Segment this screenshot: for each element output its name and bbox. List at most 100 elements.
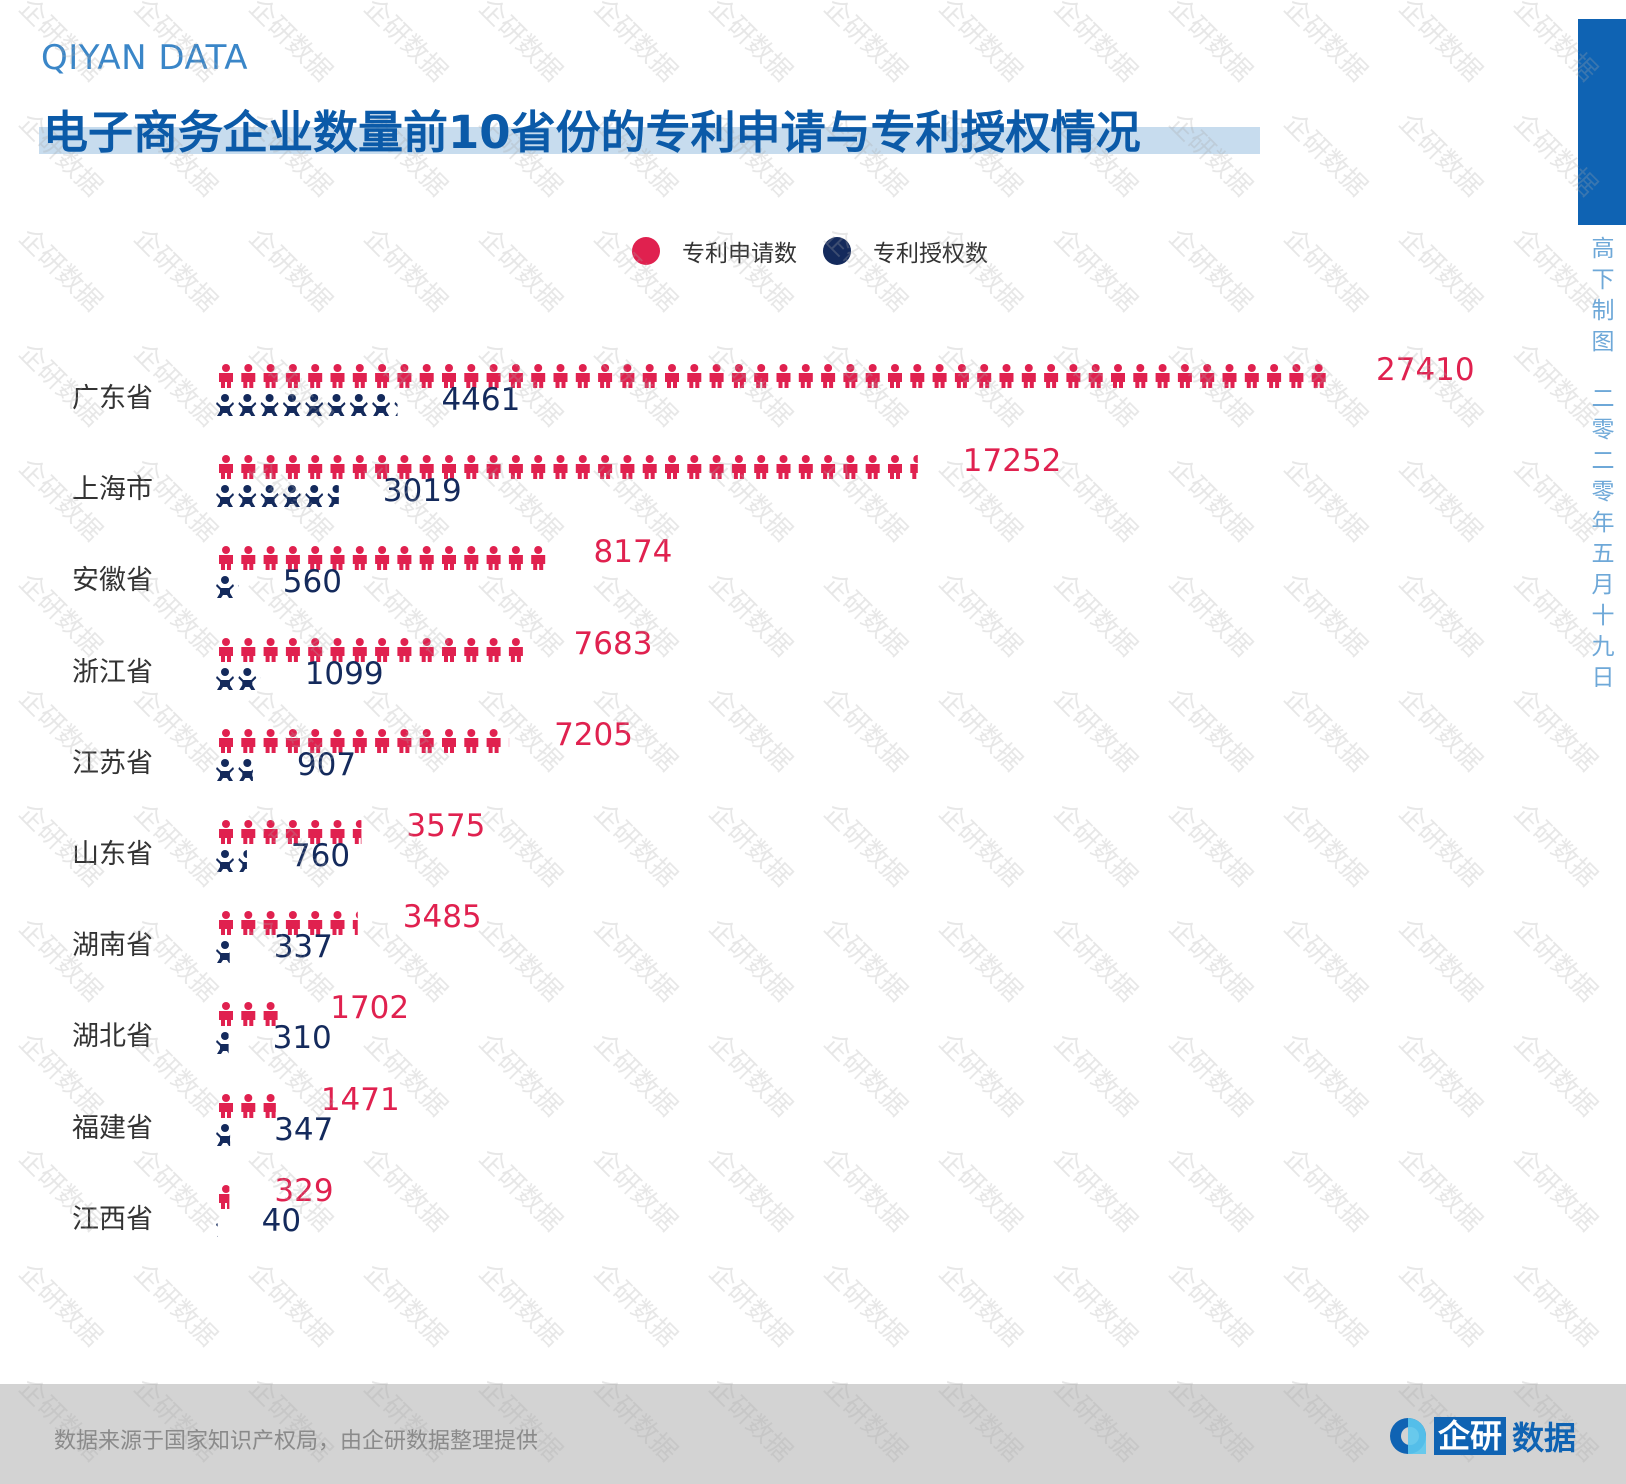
watermark-text: 企研数据 (1392, 222, 1488, 318)
watermark-text: 企研数据 (242, 222, 338, 318)
watermark-text: 企研数据 (587, 1142, 683, 1238)
logo-box-text: 企研 (1434, 1417, 1507, 1455)
watermark-text: 企研数据 (1162, 452, 1258, 548)
watermark-text: 企研数据 (1277, 452, 1373, 548)
watermark-text: 企研数据 (357, 0, 453, 88)
watermark-text: 企研数据 (1047, 1257, 1143, 1353)
application-value-label: 17252 (962, 443, 1062, 480)
watermark-text: 企研数据 (1047, 912, 1143, 1008)
watermark-text: 企研数据 (817, 682, 913, 778)
watermark-text: 企研数据 (242, 0, 338, 88)
watermark-text: 企研数据 (817, 797, 913, 893)
application-bar (219, 1184, 230, 1209)
category-label: 安徽省 (72, 565, 153, 597)
grant-bar (216, 1032, 229, 1055)
grant-value-label: 4461 (441, 382, 521, 418)
application-bar (219, 637, 523, 662)
watermark-text: 企研数据 (472, 1257, 568, 1353)
watermark-text: 企研数据 (1507, 797, 1603, 893)
watermark-text: 企研数据 (702, 682, 798, 778)
watermark-text: 企研数据 (1162, 797, 1258, 893)
watermark-text: 企研数据 (1277, 1142, 1373, 1238)
watermark-text: 企研数据 (1162, 222, 1258, 318)
watermark-text: 企研数据 (472, 1142, 568, 1238)
watermark-text: 企研数据 (1507, 912, 1603, 1008)
watermark-text: 企研数据 (932, 1257, 1028, 1353)
category-label: 福建省 (72, 1112, 153, 1144)
watermark-text: 企研数据 (932, 1027, 1028, 1123)
side-date: 二零二零年五月十九日 (1591, 386, 1615, 691)
watermark-text: 企研数据 (1162, 1027, 1258, 1123)
grant-bar (216, 1123, 231, 1146)
watermark-text: 企研数据 (1622, 1027, 1626, 1123)
application-value-label: 3485 (402, 899, 482, 936)
watermark-text: 企研数据 (1392, 1027, 1488, 1123)
watermark-text: 企研数据 (12, 222, 108, 318)
watermark-text: 企研数据 (357, 222, 453, 318)
application-value-label: 27410 (1376, 352, 1475, 388)
watermark-text: 企研数据 (702, 912, 798, 1008)
grant-value-label: 3019 (382, 473, 462, 510)
watermark-text: 企研数据 (1047, 797, 1143, 893)
side-accent-bar (1578, 19, 1626, 225)
watermark-text: 企研数据 (587, 797, 683, 893)
watermark-text: 企研数据 (1392, 107, 1488, 203)
category-label: 江苏省 (72, 747, 153, 779)
legend-grant-icon (823, 237, 851, 265)
watermark-text: 企研数据 (1047, 682, 1143, 778)
grant-value-label: 760 (290, 838, 351, 874)
watermark-text: 企研数据 (1392, 797, 1488, 893)
watermark-text: 企研数据 (1622, 1257, 1626, 1353)
title-highlight (39, 127, 1260, 154)
watermark-text: 企研数据 (1047, 452, 1143, 548)
legend: 专利申请数 专利授权数 (632, 234, 1014, 268)
grant-value-label: 560 (282, 564, 342, 601)
watermark-text: 企研数据 (1622, 567, 1626, 663)
category-label: 江西省 (72, 1203, 153, 1235)
category-label: 广东省 (72, 383, 153, 414)
grant-bar (216, 758, 253, 781)
watermark-text: 企研数据 (357, 1257, 453, 1353)
watermark-text: 企研数据 (817, 0, 913, 88)
application-bar (219, 1002, 278, 1027)
grant-value-label: 907 (296, 746, 357, 783)
watermark-text: 企研数据 (1277, 682, 1373, 778)
watermark-text: 企研数据 (817, 1257, 913, 1353)
watermark-text: 企研数据 (1047, 0, 1143, 88)
watermark-text: 企研数据 (587, 1257, 683, 1353)
watermark-text: 企研数据 (1162, 1142, 1258, 1238)
application-bar (219, 455, 918, 480)
watermark-text: 企研数据 (1047, 1142, 1143, 1238)
category-label: 上海市 (72, 474, 153, 506)
watermark-text: 企研数据 (817, 912, 913, 1008)
watermark-text: 企研数据 (127, 222, 223, 318)
watermark-text: 企研数据 (932, 682, 1028, 778)
application-value-label: 3575 (406, 808, 486, 844)
grant-value-label: 347 (274, 1111, 334, 1148)
watermark-text: 企研数据 (1392, 912, 1488, 1008)
watermark-text: 企研数据 (702, 1257, 798, 1353)
watermark-text: 企研数据 (702, 0, 798, 88)
watermark-text: 企研数据 (702, 1142, 798, 1238)
grant-bar (216, 576, 239, 599)
application-value-label: 1471 (320, 1081, 400, 1118)
watermark-text: 企研数据 (932, 1142, 1028, 1238)
watermark-text: 企研数据 (1162, 912, 1258, 1008)
watermark-text: 企研数据 (1277, 0, 1373, 88)
application-bar (219, 1093, 276, 1118)
watermark-text: 企研数据 (1507, 1257, 1603, 1353)
grant-bar (216, 667, 261, 690)
watermark-text: 企研数据 (1507, 1027, 1603, 1123)
watermark-text: 企研数据 (1392, 0, 1488, 88)
watermark-text: 企研数据 (1392, 452, 1488, 548)
watermark-text: 企研数据 (1162, 1257, 1258, 1353)
grant-value-label: 40 (261, 1202, 302, 1239)
watermark-text: 企研数据 (1392, 567, 1488, 663)
category-label: 湖北省 (72, 1021, 153, 1053)
source-note: 数据来源于国家知识产权局，由企研数据整理提供 (54, 1429, 539, 1454)
footer-bar (0, 1384, 1626, 1484)
watermark-text: 企研数据 (127, 1257, 223, 1353)
watermark-text: 企研数据 (1277, 222, 1373, 318)
category-label: 湖南省 (72, 930, 153, 962)
watermark-text: 企研数据 (472, 0, 568, 88)
